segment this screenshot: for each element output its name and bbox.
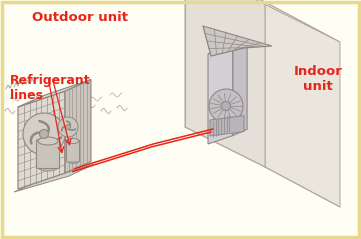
Polygon shape: [265, 2, 340, 207]
Polygon shape: [210, 116, 244, 136]
Circle shape: [209, 89, 243, 123]
Polygon shape: [65, 80, 91, 173]
FancyBboxPatch shape: [66, 140, 79, 162]
Ellipse shape: [38, 137, 58, 145]
Circle shape: [58, 117, 78, 137]
Ellipse shape: [68, 138, 78, 143]
Circle shape: [65, 125, 70, 130]
Polygon shape: [208, 46, 233, 144]
FancyBboxPatch shape: [36, 140, 60, 168]
Circle shape: [222, 102, 231, 110]
Polygon shape: [18, 80, 91, 107]
Text: Outdoor unit: Outdoor unit: [32, 11, 128, 24]
Polygon shape: [18, 91, 65, 189]
Circle shape: [23, 113, 65, 155]
Polygon shape: [208, 39, 247, 54]
Polygon shape: [14, 165, 93, 192]
Text: Refrigerant
lines: Refrigerant lines: [10, 74, 91, 102]
Polygon shape: [233, 39, 247, 136]
Polygon shape: [203, 26, 272, 56]
Ellipse shape: [38, 163, 58, 171]
Polygon shape: [185, 0, 265, 167]
Circle shape: [39, 130, 48, 138]
Ellipse shape: [68, 158, 78, 163]
Polygon shape: [185, 0, 340, 42]
Text: Indoor
unit: Indoor unit: [293, 65, 343, 93]
